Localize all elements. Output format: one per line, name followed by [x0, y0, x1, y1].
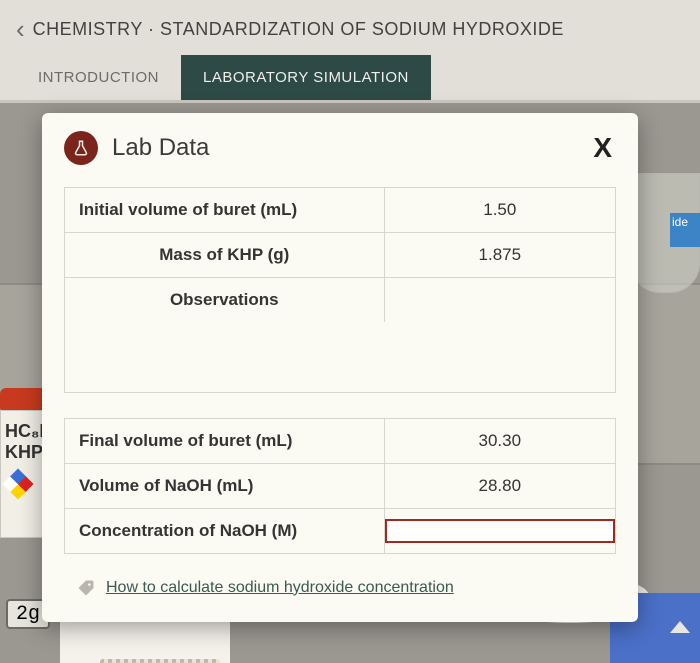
tab-bar: INTRODUCTION LABORATORY SIMULATION: [0, 55, 700, 103]
row-label: Final volume of buret (mL): [65, 418, 385, 463]
page-header: ‹ CHEMISTRY · STANDARDIZATION OF SODIUM …: [0, 0, 700, 55]
tab-introduction[interactable]: INTRODUCTION: [16, 55, 181, 100]
lab-background: ide HC₈H KHP 2g Lab Data X Ini: [0, 103, 700, 663]
hint-link[interactable]: How to calculate sodium hydroxide concen…: [106, 579, 454, 597]
instrument-ridges: [100, 659, 220, 663]
beaker-label: ide: [670, 213, 700, 247]
observations-area: [65, 322, 616, 392]
table-row: Final volume of buret (mL) 30.30: [65, 418, 616, 463]
row-value: [384, 278, 615, 323]
close-button[interactable]: X: [589, 132, 616, 164]
hint-row: How to calculate sodium hydroxide concen…: [64, 572, 616, 600]
table-row: Mass of KHP (g) 1.875: [65, 233, 616, 278]
nfpa-diamond-icon: [2, 468, 33, 499]
table-row: Initial volume of buret (mL) 1.50: [65, 188, 616, 233]
lab-data-table: Initial volume of buret (mL) 1.50 Mass o…: [64, 187, 616, 554]
page-title: CHEMISTRY · STANDARDIZATION OF SODIUM HY…: [33, 19, 564, 40]
row-value: 30.30: [384, 418, 615, 463]
concentration-input[interactable]: [385, 519, 615, 543]
row-label: Concentration of NaOH (M): [65, 508, 385, 553]
row-value: 1.875: [384, 233, 615, 278]
row-label: Observations: [65, 278, 385, 323]
flask-icon: [64, 131, 98, 165]
row-value: 28.80: [384, 463, 615, 508]
table-row: Volume of NaOH (mL) 28.80: [65, 463, 616, 508]
panel-title: Lab Data: [112, 134, 575, 162]
tag-icon: [76, 578, 96, 598]
row-label: Initial volume of buret (mL): [65, 188, 385, 233]
table-row: Observations: [65, 278, 616, 323]
hotplate-indicator-icon: [670, 621, 690, 633]
row-value: 1.50: [384, 188, 615, 233]
observations-cell[interactable]: [65, 322, 616, 392]
row-label: Mass of KHP (g): [65, 233, 385, 278]
concentration-input-cell: [384, 508, 615, 553]
tab-laboratory-simulation[interactable]: LABORATORY SIMULATION: [181, 55, 431, 100]
panel-header: Lab Data X: [64, 131, 616, 165]
row-label: Volume of NaOH (mL): [65, 463, 385, 508]
lab-data-panel: Lab Data X Initial volume of buret (mL) …: [42, 113, 638, 622]
table-row: Concentration of NaOH (M): [65, 508, 616, 553]
back-icon[interactable]: ‹: [16, 14, 25, 45]
